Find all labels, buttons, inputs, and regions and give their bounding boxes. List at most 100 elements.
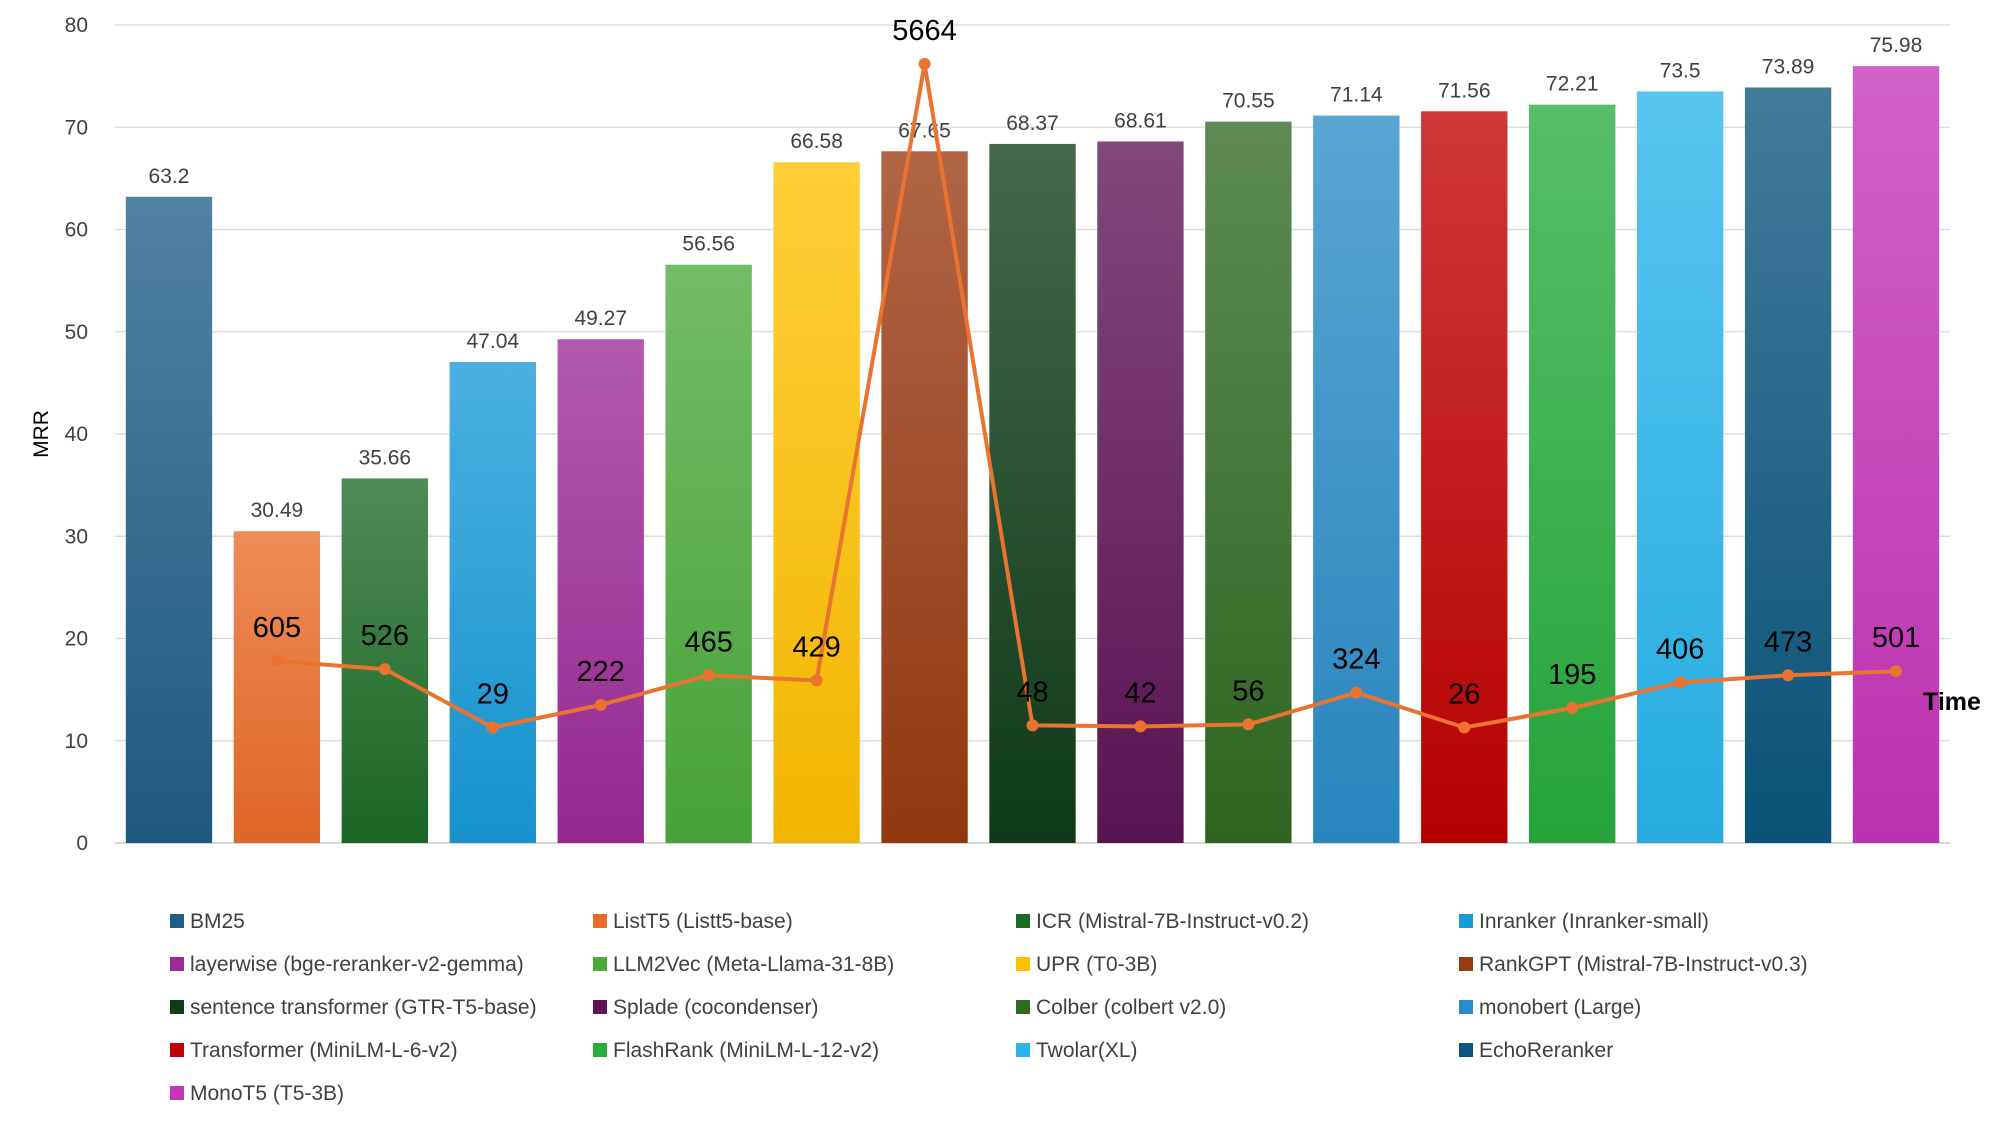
time-point <box>1782 669 1795 682</box>
time-value-label: 42 <box>1124 677 1156 709</box>
bar <box>1744 87 1832 844</box>
time-value-label: 605 <box>253 612 301 644</box>
legend-item: ListT5 (Listt5-base) <box>593 910 793 933</box>
y-tick-label: 80 <box>65 14 88 37</box>
time-point <box>486 721 499 734</box>
legend-item: Inranker (Inranker-small) <box>1459 910 1709 933</box>
bar-value-label: 63.2 <box>149 165 190 188</box>
time-value-label: 5664 <box>892 15 957 47</box>
legend-swatch <box>593 957 607 971</box>
y-axis-label: MRR <box>30 410 53 458</box>
time-line <box>270 57 1903 734</box>
legend-item: ICR (Mistral-7B-Instruct-v0.2) <box>1016 910 1309 933</box>
bar <box>1313 115 1400 843</box>
time-point <box>1134 720 1147 733</box>
legend-swatch <box>170 1043 184 1057</box>
legend-swatch <box>1016 1000 1030 1014</box>
y-tick-label: 0 <box>76 832 88 855</box>
bar <box>773 162 860 844</box>
legend-swatch <box>593 1000 607 1014</box>
time-value-label: 26 <box>1448 678 1480 710</box>
legend-item: monobert (Large) <box>1459 996 1641 1019</box>
y-tick-label: 70 <box>65 116 88 139</box>
y-tick-label: 50 <box>65 321 88 344</box>
legend-swatch <box>593 1043 607 1057</box>
time-point <box>270 654 283 667</box>
bar <box>989 143 1076 843</box>
y-tick-label: 60 <box>65 219 88 242</box>
legend-label: sentence transformer (GTR-T5-base) <box>190 996 537 1019</box>
legend-item: Colber (colbert v2.0) <box>1016 996 1226 1019</box>
legend-swatch <box>170 914 184 928</box>
time-point <box>1566 702 1579 715</box>
legend-label: ListT5 (Listt5-base) <box>613 910 793 933</box>
bar <box>233 531 321 843</box>
time-point <box>1350 686 1363 699</box>
time-point <box>918 57 931 70</box>
legend-item: BM25 <box>170 910 245 933</box>
legend-swatch <box>170 957 184 971</box>
bar-value-label: 70.55 <box>1222 90 1275 113</box>
legend-swatch <box>593 914 607 928</box>
time-point <box>1458 721 1471 734</box>
time-value-label: 429 <box>792 631 840 663</box>
bar-value-label: 66.58 <box>790 130 843 153</box>
legend-item: Twolar(XL) <box>1016 1039 1138 1062</box>
time-value-label: 29 <box>477 678 509 710</box>
bar-value-label: 68.37 <box>1006 112 1059 135</box>
legend-label: Twolar(XL) <box>1036 1039 1138 1062</box>
bar <box>881 151 968 843</box>
y-tick-label: 30 <box>65 525 88 548</box>
time-value-labels: 605 526 29 222 465 429 5664 48 42 56 324 26 195 406 47… <box>253 15 1921 711</box>
time-point <box>810 674 823 687</box>
legend-label: MonoT5 (T5-3B) <box>190 1082 344 1105</box>
legend-item: layerwise (bge-reranker-v2-gemma) <box>170 953 524 976</box>
bar-value-label: 47.04 <box>467 330 520 353</box>
legend-swatch <box>1459 1000 1473 1014</box>
time-value-label: 48 <box>1016 676 1048 708</box>
legend-label: Colber (colbert v2.0) <box>1036 996 1226 1019</box>
bar-value-label: 73.89 <box>1762 55 1815 78</box>
time-value-label: 501 <box>1872 622 1920 654</box>
y-tick-label: 40 <box>65 423 88 446</box>
legend-swatch <box>1459 914 1473 928</box>
legend-item: LLM2Vec (Meta-Llama-31-8B) <box>593 953 894 976</box>
legend-label: layerwise (bge-reranker-v2-gemma) <box>190 953 524 976</box>
legend-label: EchoReranker <box>1479 1039 1613 1062</box>
legend-label: Inranker (Inranker-small) <box>1479 910 1709 933</box>
legend-swatch <box>170 1086 184 1100</box>
bar-value-label: 30.49 <box>251 499 304 522</box>
bar-value-label: 67.65 <box>898 119 951 142</box>
time-point <box>1242 718 1255 731</box>
time-value-label: 222 <box>577 656 625 688</box>
bar <box>1852 66 1940 844</box>
legend-swatch <box>1459 1043 1473 1057</box>
time-value-label: 406 <box>1656 633 1704 665</box>
time-value-label: 473 <box>1764 626 1812 658</box>
time-value-label: 324 <box>1332 644 1380 676</box>
bar-value-labels: 63.2 30.49 35.66 47.04 49.27 56.56 66.58 67.65 6… <box>149 34 1923 522</box>
legend-swatch <box>1016 1043 1030 1057</box>
legend-label: ICR (Mistral-7B-Instruct-v0.2) <box>1036 910 1309 933</box>
time-value-label: 195 <box>1548 659 1596 691</box>
bar <box>341 478 429 843</box>
bar <box>1636 91 1724 843</box>
bar-value-label: 35.66 <box>359 446 412 469</box>
bar-value-label: 72.21 <box>1546 73 1599 96</box>
y-tick-label: 10 <box>65 730 88 753</box>
time-value-label: 526 <box>361 620 409 652</box>
legend-item: sentence transformer (GTR-T5-base) <box>170 996 537 1019</box>
time-point <box>1890 665 1903 678</box>
legend-label: UPR (T0-3B) <box>1036 953 1157 976</box>
legend-label: Splade (cocondenser) <box>613 996 818 1019</box>
legend-item: Splade (cocondenser) <box>593 996 818 1019</box>
time-point <box>1674 676 1687 689</box>
bar <box>449 362 536 843</box>
legend-item: UPR (T0-3B) <box>1016 953 1157 976</box>
legend-label: FlashRank (MiniLM-L-12-v2) <box>613 1039 879 1062</box>
time-point <box>378 663 391 676</box>
bar <box>1529 104 1616 843</box>
legend-label: RankGPT (Mistral-7B-Instruct-v0.3) <box>1479 953 1808 976</box>
bar-value-label: 68.61 <box>1114 109 1167 132</box>
bar <box>1205 121 1292 844</box>
